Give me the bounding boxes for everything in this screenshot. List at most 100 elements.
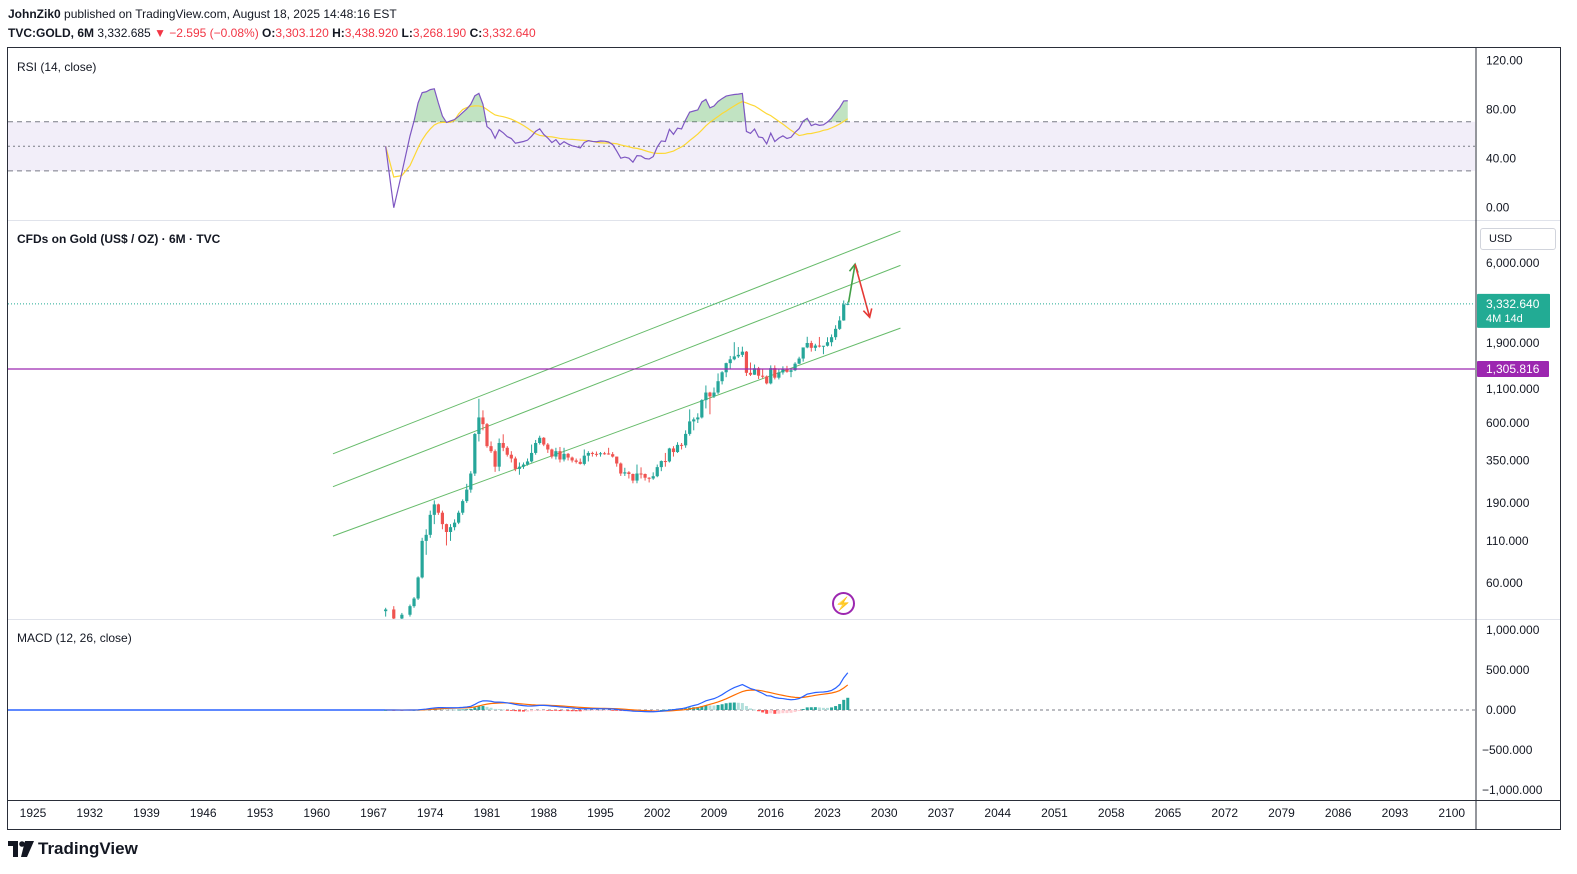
macd-histogram-bar — [834, 706, 838, 710]
macd-histogram-bar — [440, 709, 444, 710]
macd-histogram-bar — [582, 710, 586, 712]
candle-body — [789, 370, 793, 372]
time-tick-label: 1995 — [587, 806, 614, 820]
forecast-arrow — [854, 263, 871, 318]
macd-histogram-bar — [651, 710, 655, 711]
candle-body — [619, 463, 623, 474]
macd-histogram-bar — [517, 710, 521, 712]
rsi-tick-label: 80.00 — [1486, 102, 1516, 116]
candle-body — [679, 444, 684, 446]
candle-body — [744, 351, 749, 373]
candle-body — [505, 447, 509, 455]
candle-body — [392, 609, 396, 619]
macd-histogram-bar — [765, 710, 769, 714]
macd-histogram-bar — [797, 710, 801, 711]
macd-histogram-bar — [574, 710, 578, 712]
candle-body — [732, 356, 736, 360]
candle-body — [671, 448, 676, 453]
candle-body — [550, 449, 554, 457]
macd-histogram-bar — [700, 706, 704, 710]
candle-body — [440, 512, 445, 525]
time-tick-label: 2072 — [1211, 806, 1238, 820]
macd-histogram-bar — [846, 697, 850, 710]
macd-histogram-bar — [538, 710, 542, 711]
candle-body — [574, 460, 578, 462]
rsi-pane-label[interactable]: RSI (14, close) — [17, 60, 97, 74]
time-tick-label: 1981 — [474, 806, 501, 820]
macd-histogram-bar — [489, 707, 493, 710]
flash-icon[interactable]: ⚡ — [832, 592, 855, 615]
time-tick-label: 1932 — [76, 806, 103, 820]
macd-histogram-bar — [777, 710, 781, 714]
chart-frame — [7, 47, 1561, 830]
macd-tick-label: 0.000 — [1486, 703, 1516, 717]
macd-histogram-bar — [680, 708, 684, 710]
candle-body — [708, 392, 712, 397]
time-tick-label: 2030 — [871, 806, 898, 820]
candle-body — [842, 304, 846, 321]
macd-pane-label[interactable]: MACD (12, 26, close) — [17, 631, 132, 645]
symbol-label: TVC:GOLD, 6M — [8, 26, 94, 40]
candle-body — [400, 614, 404, 619]
price-series — [332, 230, 901, 619]
candle-body — [452, 522, 457, 528]
price-pane-label[interactable]: CFDs on Gold (US$ / OZ) · 6M · TVC — [17, 232, 221, 246]
macd-histogram-bar — [615, 710, 619, 711]
last-price-tag — [1477, 293, 1550, 328]
macd-histogram-bar — [493, 708, 497, 710]
candle-body — [631, 474, 635, 481]
candle-body — [602, 453, 607, 455]
candle-body — [457, 512, 461, 523]
candle-body — [558, 451, 562, 460]
candle-body — [408, 606, 412, 615]
macd-histogram-bar — [509, 710, 513, 711]
time-tick-label: 2051 — [1041, 806, 1068, 820]
close-label: C: — [469, 26, 483, 40]
candle-body — [781, 369, 785, 373]
macd-histogram-bar — [655, 710, 659, 711]
macd-histogram-bar — [465, 709, 469, 711]
last-price-tag-text: 3,332.640 — [1486, 297, 1540, 311]
publish-info: published on TradingView.com, August 18,… — [64, 7, 397, 21]
candle-body — [752, 368, 757, 375]
candle-body — [817, 345, 821, 347]
candle-body — [424, 534, 428, 541]
candle-body — [623, 472, 627, 474]
candle-body — [756, 368, 761, 376]
macd-histogram-bar — [485, 706, 489, 710]
candle-body — [805, 342, 809, 348]
macd-histogram-bar — [761, 710, 765, 713]
macd-tick-label: −500.000 — [1482, 743, 1533, 757]
time-tick-label: 2079 — [1268, 806, 1295, 820]
macd-histogram-bar — [744, 706, 748, 710]
macd-histogram-bar — [449, 709, 453, 711]
candle-body — [785, 369, 789, 372]
candle-body — [809, 342, 813, 348]
hline-price-tag — [1477, 360, 1549, 377]
candle-body — [777, 372, 781, 378]
macd-histogram-bar — [453, 709, 457, 711]
candle-body — [813, 345, 817, 348]
candle-body — [570, 457, 574, 461]
macd-histogram-bar — [663, 709, 667, 711]
tradingview-logo[interactable]: TradingView — [8, 839, 138, 859]
macd-histogram-bar — [550, 710, 554, 711]
candle-body — [509, 454, 513, 459]
macd-histogram-bar — [696, 707, 700, 710]
time-tick-label: 1988 — [530, 806, 557, 820]
candle-body — [801, 347, 805, 359]
candle-body — [769, 368, 773, 384]
candle-body — [748, 372, 753, 375]
macd-histogram-bar — [599, 710, 602, 711]
price-change: ▼ −2.595 (−0.08%) — [154, 26, 259, 40]
time-tick-label: 2058 — [1098, 806, 1125, 820]
macd-histogram-bar — [708, 705, 712, 710]
candle-body — [643, 474, 647, 478]
macd-histogram-bar — [558, 710, 562, 712]
currency-selector[interactable]: USD — [1480, 228, 1556, 250]
macd-histogram-bar — [821, 707, 825, 710]
candle-body — [704, 392, 708, 401]
author-name[interactable]: JohnZik0 — [8, 7, 61, 21]
macd-histogram-bar — [586, 710, 590, 711]
